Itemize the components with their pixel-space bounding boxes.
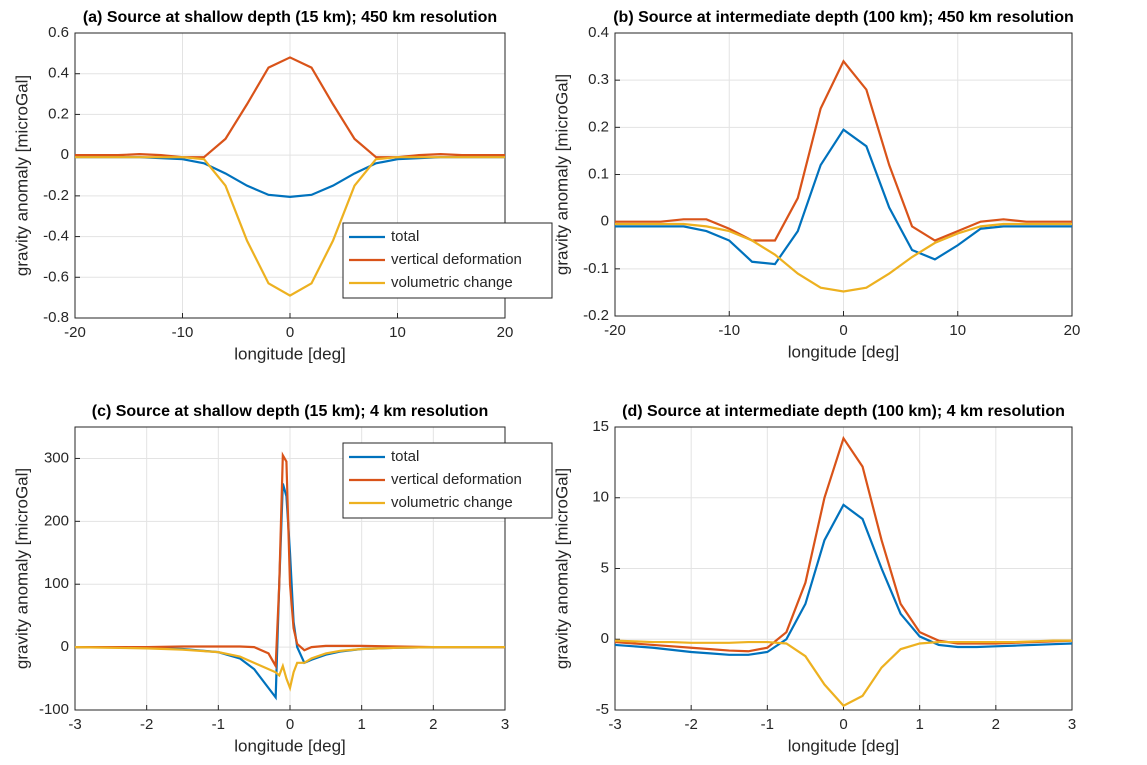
y-tick-label: 0.4 (48, 65, 69, 82)
chart-title: (a) Source at shallow depth (15 km); 450… (83, 9, 497, 26)
y-tick-label: -0.1 (583, 260, 609, 277)
y-axis-label: gravity anomaly [microGal] (12, 75, 31, 276)
x-axis-label: longitude [deg] (788, 342, 900, 361)
y-tick-label: -0.2 (43, 187, 69, 204)
data-line (615, 128, 1072, 266)
y-tick-label: 0 (601, 213, 609, 230)
data-line (75, 451, 505, 670)
x-tick-label: -10 (172, 324, 194, 341)
legend-label: total (391, 448, 419, 465)
data-line (75, 56, 505, 159)
y-tick-label: 0 (61, 146, 69, 163)
y-tick-label: 0.2 (588, 118, 609, 135)
axes-box (74, 32, 506, 319)
data-line (75, 156, 505, 297)
data-line (614, 435, 1073, 653)
y-axis-label: gravity anomaly [microGal] (12, 468, 31, 669)
x-tick-label: -3 (68, 716, 81, 733)
y-tick-label: 0.1 (588, 165, 609, 182)
x-tick-label: 0 (286, 716, 294, 733)
y-tick-label: 0.2 (48, 105, 69, 122)
chart-title: (b) Source at intermediate depth (100 km… (613, 9, 1074, 26)
legend-label: total (391, 228, 419, 245)
x-tick-label: 3 (1068, 716, 1076, 733)
x-tick-label: 1 (357, 716, 365, 733)
x-tick-label: 2 (429, 716, 437, 733)
legend-label: vertical deformation (391, 251, 522, 268)
chart-title: (d) Source at intermediate depth (100 km… (622, 403, 1065, 420)
y-tick-label: 0 (601, 630, 609, 647)
y-axis-label: gravity anomaly [microGal] (552, 468, 571, 669)
x-axis-label: longitude [deg] (788, 736, 900, 755)
y-tick-label: -0.4 (43, 228, 69, 245)
x-tick-label: 10 (949, 322, 966, 339)
y-tick-label: 300 (44, 449, 69, 466)
y-tick-label: 200 (44, 512, 69, 529)
x-tick-label: 0 (839, 716, 847, 733)
data-line (74, 646, 505, 692)
axes-box (614, 32, 1073, 317)
y-tick-label: 0.6 (48, 24, 69, 41)
y-tick-label: -5 (596, 701, 609, 718)
data-line (615, 222, 1072, 293)
y-tick-label: 10 (592, 489, 609, 506)
axes-box (614, 426, 1073, 711)
x-tick-label: 2 (992, 716, 1000, 733)
x-tick-label: -10 (718, 322, 740, 339)
x-tick-label: 3 (501, 716, 509, 733)
chart-title: (c) Source at shallow depth (15 km); 4 k… (92, 403, 489, 420)
x-tick-label: 10 (389, 324, 406, 341)
y-tick-label: -0.2 (583, 307, 609, 324)
y-tick-label: 100 (44, 575, 69, 592)
x-axis-label: longitude [deg] (234, 736, 346, 755)
x-tick-label: 20 (1064, 322, 1081, 339)
y-tick-label: -0.6 (43, 268, 69, 285)
x-tick-label: -2 (140, 716, 153, 733)
axes-box (74, 426, 506, 711)
y-tick-label: -0.8 (43, 309, 69, 326)
legend-label: vertical deformation (391, 471, 522, 488)
data-line (614, 639, 1072, 708)
data-line (614, 503, 1073, 656)
x-tick-label: 0 (286, 324, 294, 341)
x-tick-label: -20 (604, 322, 626, 339)
y-tick-label: 0.3 (588, 71, 609, 88)
x-tick-label: -20 (64, 324, 86, 341)
legend-label: volumetric change (391, 274, 513, 291)
x-tick-label: -1 (212, 716, 225, 733)
y-tick-label: 0 (61, 638, 69, 655)
y-axis-label: gravity anomaly [microGal] (552, 74, 571, 275)
x-tick-label: 20 (497, 324, 514, 341)
x-tick-label: -1 (761, 716, 774, 733)
x-tick-label: 0 (839, 322, 847, 339)
x-tick-label: -2 (684, 716, 697, 733)
x-tick-label: -3 (608, 716, 621, 733)
y-tick-label: 15 (592, 418, 609, 435)
y-tick-label: 0.4 (588, 24, 609, 41)
legend-label: volumetric change (391, 494, 513, 511)
x-tick-label: 1 (915, 716, 923, 733)
x-axis-label: longitude [deg] (234, 344, 346, 363)
data-line (615, 59, 1072, 242)
y-tick-label: -100 (39, 701, 69, 718)
y-tick-label: 5 (601, 559, 609, 576)
